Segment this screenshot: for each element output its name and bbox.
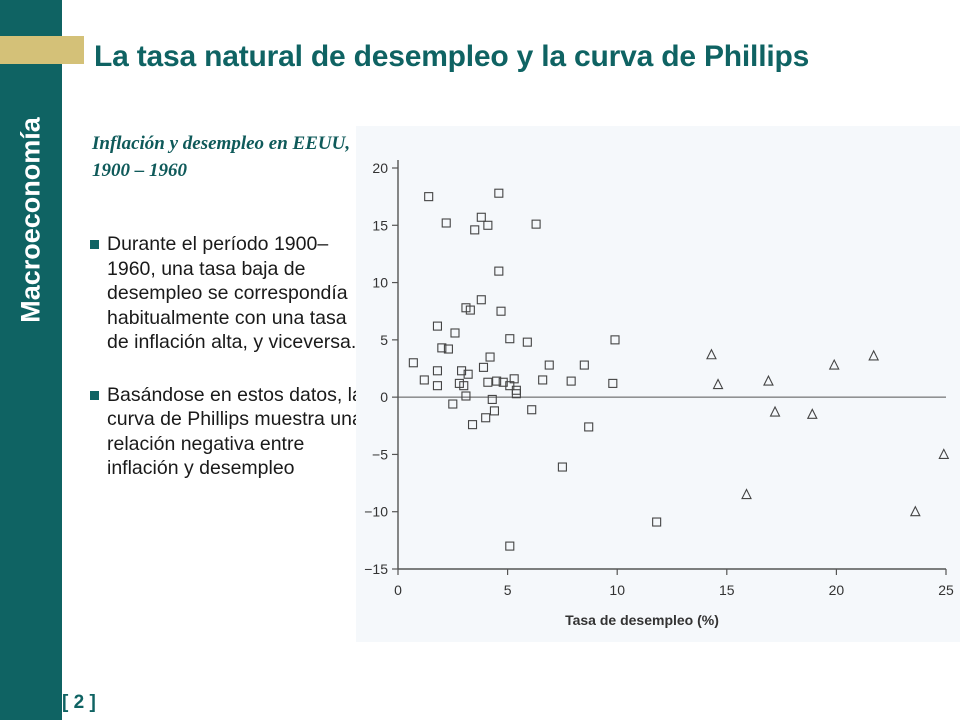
x-tick-label: 15 [719, 582, 735, 598]
data-point-square [544, 360, 554, 370]
x-tick-label: 20 [829, 582, 845, 598]
data-point-triangle [938, 448, 950, 459]
accent-bar [0, 36, 84, 64]
x-tick-label: 25 [938, 582, 954, 598]
data-point-triangle [741, 488, 752, 500]
data-point-square [441, 218, 451, 228]
data-point-square [424, 192, 434, 202]
data-point-square [457, 366, 467, 376]
data-point-square [522, 337, 532, 347]
data-point-square [584, 422, 594, 432]
data-point-square [419, 375, 429, 385]
data-point-square [463, 369, 473, 379]
scatter-chart-svg: 20 15 10 5 0 −5 −10 −15 0 5 10 15 20 25 Tasa de desemp… [364, 160, 954, 628]
data-point-triangle [806, 408, 818, 419]
data-point-square [494, 188, 504, 198]
x-tick-label: 5 [504, 582, 512, 598]
x-tick-label: 10 [609, 582, 625, 598]
data-point-square [432, 366, 443, 376]
bullet-square-icon [90, 390, 99, 400]
data-point-square [505, 541, 515, 551]
data-point-square [408, 358, 418, 368]
data-point-square [509, 374, 519, 384]
data-point-square [478, 362, 489, 372]
bullet-square-icon [90, 240, 99, 249]
bullet-list: Durante el período 1900–1960, una tasa b… [90, 232, 372, 509]
y-tick-label: −15 [364, 561, 388, 577]
data-point-square [527, 405, 537, 415]
vertical-course-title: Macroeconomía [15, 117, 46, 323]
scatter-chart: 20 15 10 5 0 −5 −10 −15 0 5 10 15 20 25 Tasa de desemp… [356, 126, 960, 642]
y-tick-label: 10 [372, 275, 388, 291]
data-point-square [489, 406, 499, 416]
bullet-text: Basándose en estos datos, la curva de Ph… [107, 383, 363, 480]
data-point-triangle [712, 378, 724, 390]
y-tick-label: −10 [364, 504, 388, 520]
data-point-square [483, 377, 493, 387]
data-point-square [432, 321, 443, 331]
x-tick-label: 0 [394, 582, 402, 598]
data-point-square [459, 381, 469, 391]
data-point-triangle [909, 505, 921, 517]
bullet-text: Durante el período 1900–1960, una tasa b… [107, 233, 357, 353]
data-point-square [432, 381, 443, 391]
data-point-square [487, 394, 497, 404]
bullet-item: Basándose en estos datos, la curva de Ph… [90, 383, 372, 481]
data-point-square [461, 391, 471, 401]
data-point-square [531, 219, 541, 229]
data-point-square [443, 344, 453, 354]
data-point-triangle [763, 374, 774, 386]
data-point-triangle [769, 405, 781, 417]
data-point-square [494, 266, 504, 276]
data-point-square [481, 413, 491, 423]
data-point-square [538, 375, 548, 385]
data-point-square [608, 378, 618, 388]
data-point-square [467, 420, 478, 430]
data-point-square [450, 328, 460, 338]
data-point-triangle [828, 358, 840, 370]
bullet-item: Durante el período 1900–1960, una tasa b… [90, 232, 372, 355]
data-point-square [470, 225, 480, 235]
y-tick-label: 0 [380, 389, 388, 405]
data-point-square [465, 305, 475, 315]
data-point-square [485, 352, 495, 362]
data-point-square [557, 462, 567, 472]
data-point-square [476, 295, 486, 305]
data-point-square [448, 399, 458, 409]
data-point-square [483, 220, 493, 230]
page-number: [ 2 ] [62, 692, 96, 713]
sidebar: Macroeconomía [0, 0, 62, 720]
data-point-triangle [868, 349, 880, 361]
y-tick-label: 5 [380, 332, 388, 348]
data-point-square [579, 360, 589, 370]
data-point-square [652, 517, 662, 527]
data-point-square [498, 377, 508, 387]
data-point-square [511, 389, 521, 399]
data-point-square [505, 334, 515, 344]
data-point-square [437, 343, 447, 353]
chart-subtitle: Inflación y desempleo en EEUU, 1900 – 19… [92, 133, 351, 181]
data-point-square [476, 212, 486, 222]
data-point-square [496, 306, 506, 316]
data-point-square [492, 376, 502, 386]
y-tick-label: −5 [372, 446, 388, 462]
slide-title: La tasa natural de desempleo y la curva … [94, 40, 810, 73]
data-point-square [610, 335, 620, 345]
y-tick-label: 20 [372, 160, 388, 176]
data-point-square [566, 376, 576, 386]
x-axis-label: Tasa de desempleo (%) [565, 612, 719, 628]
data-point-triangle [706, 348, 717, 360]
y-tick-label: 15 [372, 217, 388, 233]
